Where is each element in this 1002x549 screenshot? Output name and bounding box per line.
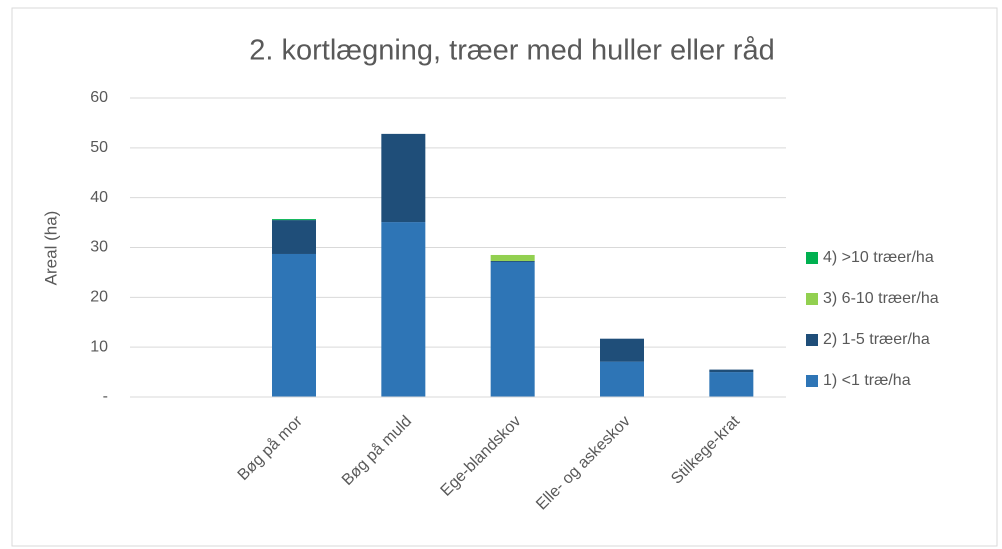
bar-segment bbox=[381, 222, 426, 397]
y-axis-label: Areal (ha) bbox=[41, 211, 60, 286]
legend-label: 3) 6-10 træer/ha bbox=[823, 290, 939, 307]
bar-segment bbox=[600, 338, 644, 362]
y-tick-label: 20 bbox=[90, 289, 108, 306]
legend-swatch bbox=[806, 375, 818, 387]
legend-swatch bbox=[806, 252, 818, 264]
bar-segment bbox=[600, 361, 644, 397]
bar-segment bbox=[709, 372, 754, 397]
y-tick-label: 50 bbox=[90, 139, 108, 156]
bar-segment bbox=[709, 369, 754, 373]
bar-segment bbox=[490, 260, 535, 262]
legend-label: 1) <1 træ/ha bbox=[823, 372, 911, 389]
bar-segment bbox=[272, 253, 316, 397]
legend-swatch bbox=[806, 293, 818, 305]
y-tick-label: 30 bbox=[90, 239, 108, 256]
bar-segment bbox=[272, 219, 316, 221]
y-tick-label: 10 bbox=[90, 338, 108, 355]
y-tick-label: 40 bbox=[90, 189, 108, 206]
y-tick-label: - bbox=[103, 388, 108, 405]
legend-label: 4) >10 træer/ha bbox=[823, 249, 934, 266]
bar-segment bbox=[490, 254, 535, 261]
legend-swatch bbox=[806, 334, 818, 346]
bar-segment bbox=[381, 133, 426, 223]
legend-label: 2) 1-5 træer/ha bbox=[823, 331, 930, 348]
bar-segment bbox=[490, 261, 535, 397]
y-tick-label: 60 bbox=[90, 89, 108, 106]
chart-title: 2. kortlægning, træer med huller eller r… bbox=[249, 35, 774, 67]
bar-segment bbox=[272, 220, 316, 254]
